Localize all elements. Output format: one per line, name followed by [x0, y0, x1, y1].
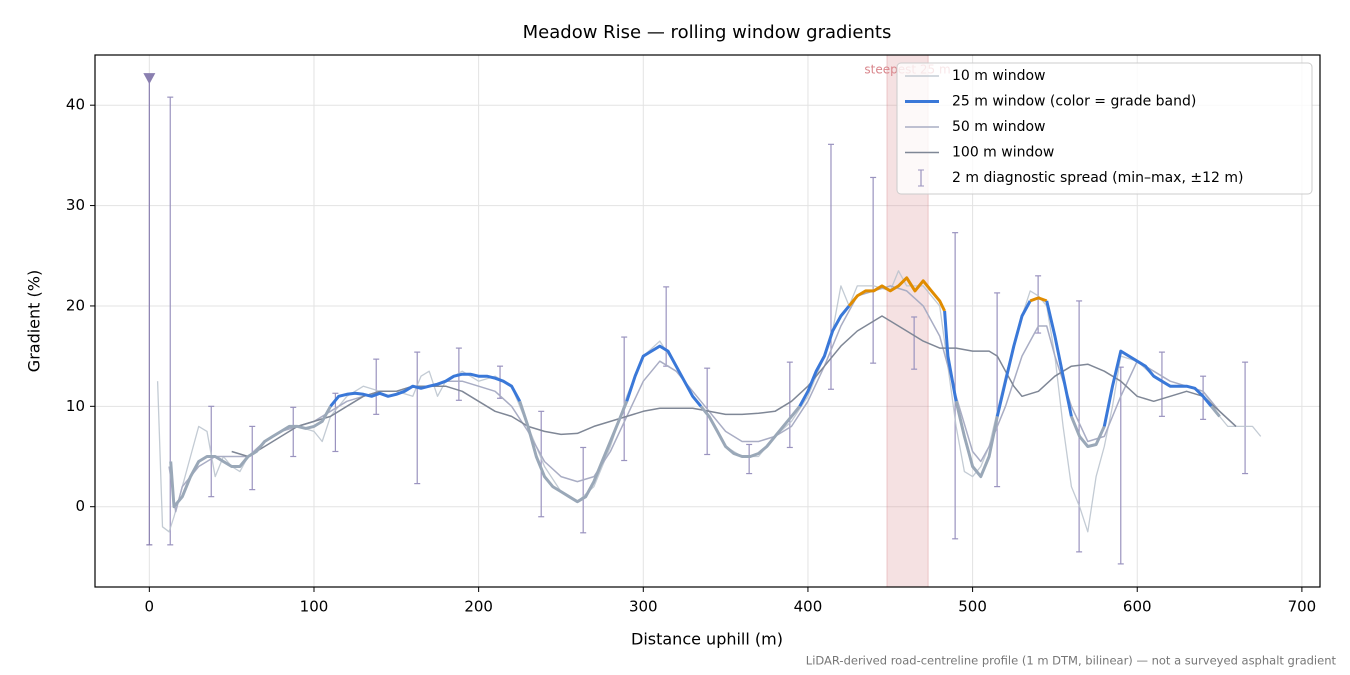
legend-item: 50 m window	[905, 119, 1045, 135]
y-tick-label: 0	[75, 497, 85, 515]
error-bar-group	[538, 410, 545, 518]
series-line	[943, 310, 958, 402]
series-line	[1210, 405, 1221, 418]
series-line	[518, 400, 629, 504]
y-tick-label: 30	[66, 196, 85, 214]
error-bar-group	[373, 358, 380, 415]
legend-item: 2 m diagnostic spread (min–max, ±12 m)	[918, 169, 1243, 187]
x-tick-label: 300	[629, 598, 658, 616]
legend-label: 25 m window (color = grade band)	[952, 94, 1196, 110]
error-bar-group	[870, 176, 877, 364]
x-tick-label: 0	[145, 598, 155, 616]
y-tick-label: 40	[66, 96, 85, 114]
series-line	[954, 400, 999, 479]
x-axis-label: Distance uphill (m)	[631, 630, 783, 649]
error-bar-group	[1035, 275, 1042, 334]
series-line	[1029, 296, 1048, 303]
error-bar-group	[414, 351, 421, 485]
y-tick-label: 10	[66, 397, 85, 415]
legend-label: 2 m diagnostic spread (min–max, ±12 m)	[952, 170, 1243, 186]
series-line	[699, 405, 801, 458]
error-bar-group	[249, 425, 256, 491]
x-tick-label: 200	[464, 598, 493, 616]
error-bar-group	[994, 292, 1001, 488]
outlier-marker	[143, 73, 156, 85]
axes-frame	[94, 54, 1321, 588]
legend-item: 25 m window (color = grade band)	[905, 94, 1196, 110]
legend-item: 100 m window	[905, 145, 1054, 161]
outlier	[143, 73, 156, 546]
error-bar-group	[746, 443, 753, 475]
error-bar-group	[1158, 351, 1165, 417]
x-tick-label: 600	[1123, 598, 1152, 616]
series-line	[1045, 300, 1073, 417]
series-line	[995, 300, 1032, 417]
error-bar-group	[911, 316, 918, 370]
x-tick-label: 700	[1288, 598, 1317, 616]
series-line	[329, 372, 522, 408]
legend-label: 100 m window	[952, 145, 1054, 161]
footnote: LiDAR-derived road-centreline profile (1…	[806, 654, 1337, 668]
series-line	[625, 344, 703, 408]
legend-label: 50 m window	[952, 119, 1045, 135]
error-bar-group	[1242, 361, 1249, 475]
series-line	[1102, 349, 1213, 427]
error-bar-group	[786, 361, 793, 449]
error-bar-group	[621, 336, 628, 462]
error-bar-group	[332, 392, 339, 453]
error-bar-group	[580, 446, 587, 534]
series-line	[169, 405, 332, 509]
error-bar-group	[952, 232, 959, 540]
error-bar-group	[1076, 300, 1083, 553]
legend-box	[896, 62, 1313, 195]
y-tick-label: 20	[66, 296, 85, 314]
legend: 10 m window 25 m window (color = grade ba…	[896, 62, 1313, 195]
error-bar-group	[290, 406, 297, 458]
x-tick-label: 100	[300, 598, 329, 616]
axes: 0 100 200 300 400 500 600 700 0 10 20 30 40	[66, 96, 1316, 616]
series-line	[798, 304, 851, 408]
chart-title: Meadow Rise — rolling window gradients	[523, 22, 892, 43]
legend-item: 10 m window	[905, 68, 1045, 84]
x-tick-label: 500	[958, 598, 987, 616]
series-line	[1070, 415, 1106, 448]
legend-label: 10 m window	[952, 68, 1045, 84]
y-axis-label: Gradient (%)	[25, 270, 44, 372]
series-line	[847, 276, 946, 312]
x-tick-label: 400	[794, 598, 823, 616]
